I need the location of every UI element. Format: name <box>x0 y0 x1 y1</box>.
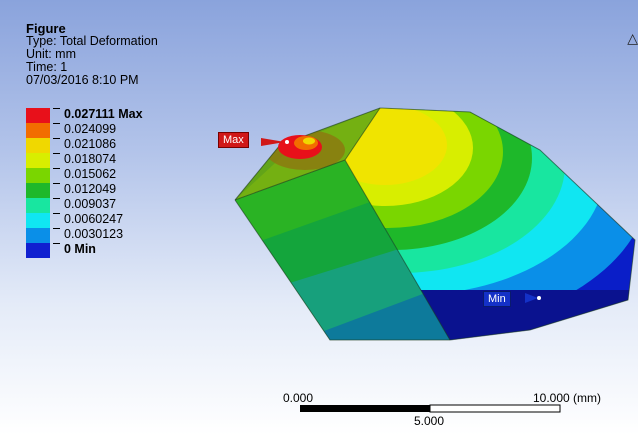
result-info: Figure Type: Total Deformation Unit: mm … <box>26 22 158 87</box>
legend-value: 0.027111 Max <box>64 107 143 121</box>
legend-tick <box>53 243 60 244</box>
legend-swatch <box>26 198 50 213</box>
legend-value: 0.018074 <box>64 152 117 166</box>
legend-value: 0.009037 <box>64 197 117 211</box>
legend-tick <box>53 168 60 169</box>
scale-left-label: 0.000 <box>283 391 314 405</box>
legend-swatch <box>26 108 50 123</box>
legend-row: 0.012049 <box>26 183 196 198</box>
legend-swatch <box>26 123 50 138</box>
legend-value: 0.021086 <box>64 137 117 151</box>
scale-right-label: 10.000 (mm) <box>533 391 602 405</box>
legend-value: 0.024099 <box>64 122 117 136</box>
max-probe-label[interactable]: Max <box>218 132 249 148</box>
legend-tick <box>53 153 60 154</box>
legend-tick <box>53 213 60 214</box>
legend-row: 0.0030123 <box>26 228 196 243</box>
legend-row: 0.009037 <box>26 198 196 213</box>
legend-tick <box>53 228 60 229</box>
legend-row: 0.0060247 <box>26 213 196 228</box>
max-hotspot <box>278 135 322 159</box>
legend-swatch <box>26 138 50 153</box>
legend-row: 0.024099 <box>26 123 196 138</box>
legend-tick <box>53 123 60 124</box>
legend-row: 0 Min <box>26 243 196 258</box>
legend-row: 0.018074 <box>26 153 196 168</box>
result-unit: Unit: mm <box>26 47 76 61</box>
legend-row: 0.021086 <box>26 138 196 153</box>
legend-value: 0 Min <box>64 242 96 256</box>
legend-swatch <box>26 213 50 228</box>
legend-value: 0.0060247 <box>64 212 124 226</box>
legend-value: 0.0030123 <box>64 227 124 241</box>
figure-title: Figure <box>26 21 66 36</box>
triad-icon[interactable]: △ <box>627 30 638 46</box>
result-type: Type: Total Deformation <box>26 34 158 48</box>
scale-mid-label: 5.000 <box>414 414 445 428</box>
legend-tick <box>53 198 60 199</box>
legend-tick <box>53 138 60 139</box>
legend-row: 0.027111 Max <box>26 108 196 123</box>
min-probe-pointer <box>525 293 538 303</box>
result-time: Time: 1 <box>26 60 68 74</box>
min-probe-label[interactable]: Min <box>483 291 511 307</box>
max-probe-dot <box>285 140 289 144</box>
result-date: 07/03/2016 8:10 PM <box>26 73 139 87</box>
min-probe-dot <box>537 296 541 300</box>
legend-swatch <box>26 243 50 258</box>
legend-swatch <box>26 168 50 183</box>
scale-bar <box>300 404 561 413</box>
max-probe-pointer <box>261 138 285 146</box>
legend-value: 0.015062 <box>64 167 117 181</box>
legend-tick <box>53 108 60 109</box>
legend-swatch <box>26 183 50 198</box>
legend-row: 0.015062 <box>26 168 196 183</box>
legend-tick <box>53 183 60 184</box>
legend-value: 0.012049 <box>64 182 117 196</box>
legend-swatch <box>26 228 50 243</box>
side-face <box>345 108 635 340</box>
legend-swatch <box>26 153 50 168</box>
